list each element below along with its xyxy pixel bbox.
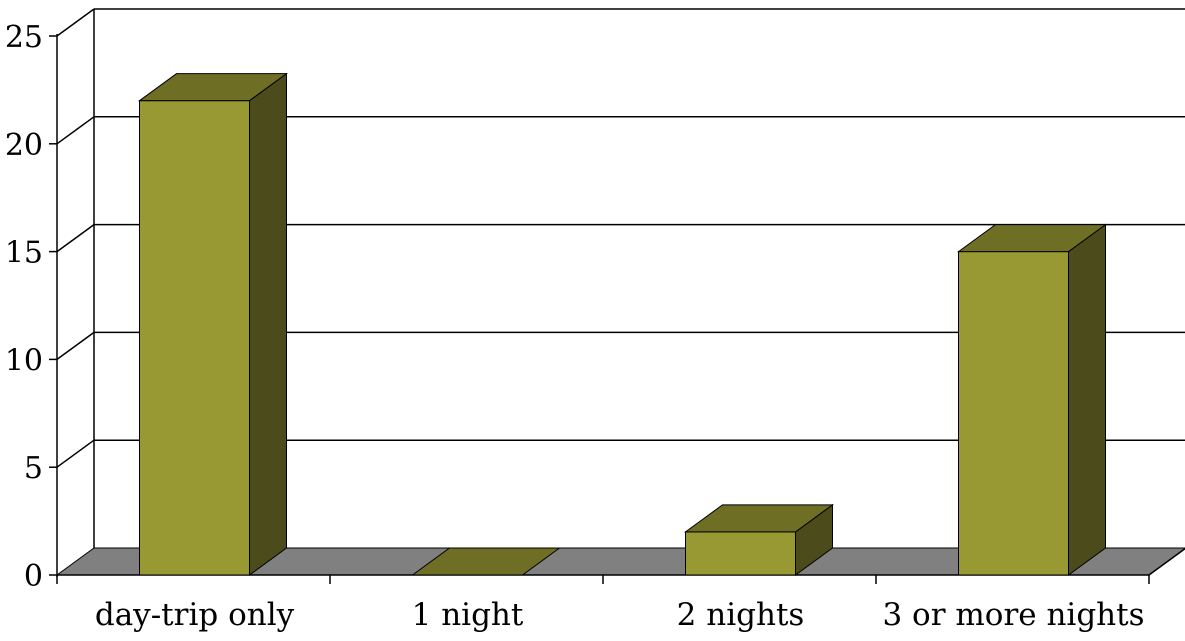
bar-side (249, 72, 287, 576)
gridline-side (56, 116, 95, 145)
bar-front (685, 531, 796, 576)
x-axis-category-labels: day-trip only 1 night 2 nights 3 or more ni… (95, 597, 1145, 633)
bar-front (958, 251, 1069, 576)
y-tick-label: 0 (24, 559, 43, 594)
gridline-side (56, 439, 95, 468)
x-category-label: 2 nights (677, 597, 805, 633)
y-tick-label: 10 (5, 343, 43, 378)
bar-2-nights (683, 503, 835, 576)
y-tick-label: 15 (5, 236, 43, 271)
bar-front (139, 100, 250, 576)
gridline-side (56, 8, 95, 37)
x-category-label: 1 night (412, 597, 524, 633)
bar-top (683, 504, 835, 533)
bar-top (410, 547, 562, 576)
bar-1-night (410, 547, 562, 576)
bar-day-trip-only (137, 72, 289, 576)
y-axis-tick-labels: 0 5 10 15 20 25 (5, 20, 43, 594)
gridline-side (56, 223, 95, 253)
bars (137, 72, 1108, 576)
gridline-side (56, 331, 95, 361)
bar-top (137, 73, 289, 102)
y-tick-label: 5 (24, 451, 43, 486)
x-category-label: day-trip only (95, 597, 295, 633)
x-category-label: 3 or more nights (882, 597, 1144, 633)
bar-top (956, 224, 1108, 253)
bar-side (1068, 223, 1106, 576)
floor-right-edge (1148, 547, 1185, 576)
bar-3-or-more-nights (956, 223, 1108, 576)
y-tick-label: 20 (5, 128, 43, 163)
y-tick-label: 25 (5, 20, 43, 55)
